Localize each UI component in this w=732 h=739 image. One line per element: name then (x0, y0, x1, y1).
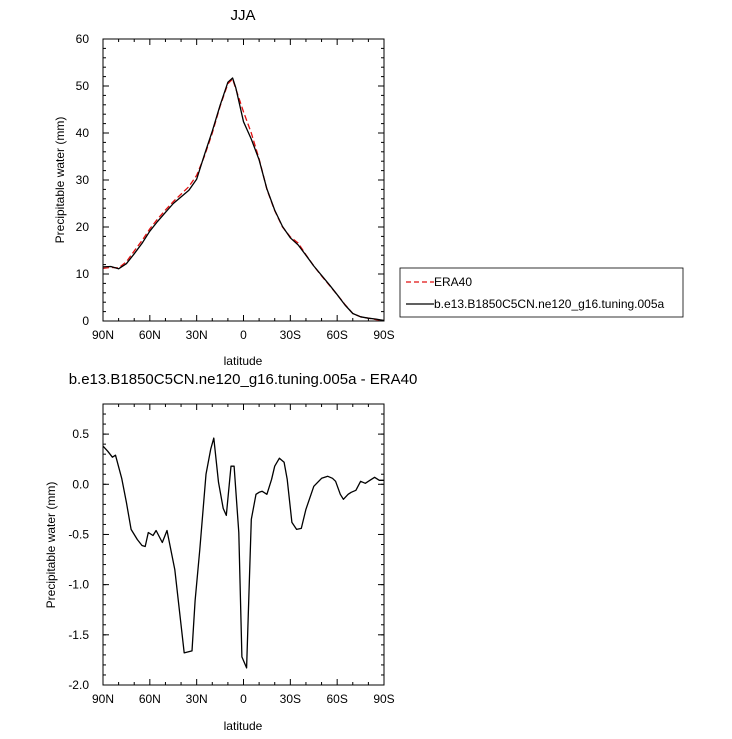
bottom-x-ticks: 90N 60N 30N 0 30S 60S 90S (92, 404, 395, 706)
x-tick-label: 30S (280, 328, 301, 342)
y-tick-label: -0.5 (68, 527, 89, 541)
x-tick-label: 30N (186, 692, 208, 706)
x-tick-label: 60N (139, 692, 161, 706)
y-tick-label: -1.5 (68, 628, 89, 642)
x-tick-label: 30S (280, 692, 301, 706)
legend-label-era40: ERA40 (434, 275, 472, 289)
top-y-axis-label: Precipitable water (mm) (53, 117, 67, 244)
legend: ERA40 b.e13.B1850C5CN.ne120_g16.tuning.0… (399, 267, 684, 318)
top-chart: JJA 90N 60N 30N 0 30S 60S 90S 0 10 20 30 40 50 60 la… (53, 7, 395, 368)
legend-box (399, 267, 684, 318)
y-tick-label: 20 (76, 220, 90, 234)
x-tick-label: 90N (92, 692, 114, 706)
top-x-ticks: 90N 60N 30N 0 30S 60S 90S (92, 39, 395, 342)
bot-series-line-0 (102, 437, 384, 669)
y-tick-label: 0.5 (72, 427, 89, 441)
top-x-axis-label: latitude (224, 354, 263, 368)
top-series-group (102, 77, 385, 322)
y-tick-label: 0 (82, 314, 89, 328)
bottom-x-axis-label: latitude (224, 719, 263, 733)
x-tick-label: 0 (240, 328, 247, 342)
top-y-ticks: 0 10 20 30 40 50 60 (76, 32, 384, 328)
y-tick-label: 10 (76, 267, 90, 281)
y-tick-label: 40 (76, 126, 90, 140)
x-tick-label: 60N (139, 328, 161, 342)
x-tick-label: 90S (373, 328, 394, 342)
top-chart-title: JJA (230, 7, 255, 24)
top-series-line-1 (102, 77, 385, 322)
legend-label-model: b.e13.B1850C5CN.ne120_g16.tuning.005a (434, 297, 665, 311)
bottom-y-axis-label: Precipitable water (mm) (44, 482, 58, 609)
bottom-chart-title: b.e13.B1850C5CN.ne120_g16.tuning.005a - … (69, 371, 418, 388)
bottom-y-ticks: -2.0 -1.5 -1.0 -0.5 0.0 0.5 (68, 403, 384, 692)
y-tick-label: 30 (76, 173, 90, 187)
bottom-series-group (102, 437, 384, 669)
x-tick-label: 90N (92, 328, 114, 342)
bottom-chart: b.e13.B1850C5CN.ne120_g16.tuning.005a - … (44, 371, 417, 733)
y-tick-label: -2.0 (68, 678, 89, 692)
x-tick-label: 0 (240, 692, 247, 706)
x-tick-label: 60S (326, 328, 347, 342)
x-tick-label: 30N (186, 328, 208, 342)
y-tick-label: 50 (76, 79, 90, 93)
y-tick-label: 60 (76, 32, 90, 46)
y-tick-label: -1.0 (68, 578, 89, 592)
y-tick-label: 0.0 (72, 477, 89, 491)
x-tick-label: 60S (326, 692, 347, 706)
x-tick-label: 90S (373, 692, 394, 706)
